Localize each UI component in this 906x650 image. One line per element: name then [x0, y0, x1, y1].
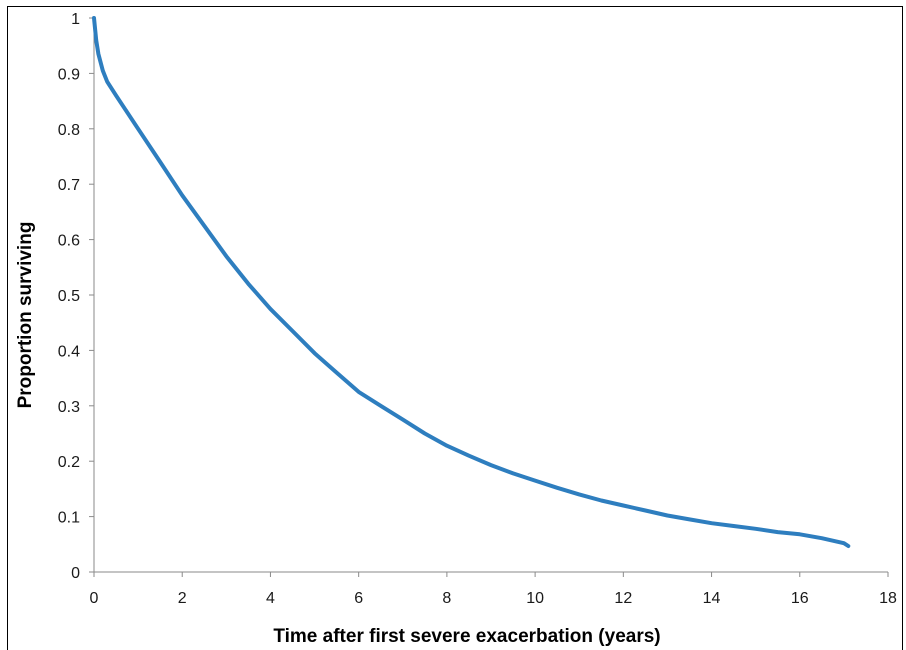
x-tick-label: 8	[442, 590, 451, 607]
axes	[93, 18, 888, 573]
y-ticks: 0 0.1 0.2 0.3 0.4 0.5 0.6 0.7 0.8 0.9 1	[58, 11, 94, 582]
y-tick-label: 0.7	[58, 177, 80, 194]
x-tick-label: 6	[354, 590, 363, 607]
y-tick-label: 0.5	[58, 288, 80, 305]
y-tick-label: 0.1	[58, 510, 80, 527]
y-tick-label: 1	[71, 11, 80, 28]
x-tick-label: 12	[614, 590, 632, 607]
y-tick-label: 0.3	[58, 399, 80, 416]
y-tick-label: 0.8	[58, 122, 80, 139]
x-tick-label: 0	[90, 590, 99, 607]
y-tick-label: 0	[71, 565, 80, 582]
x-ticks: 0 2 4 6 8 10 12 14 16 18	[90, 572, 897, 607]
y-axis-title: Proportion surviving	[15, 222, 36, 409]
x-tick-label: 16	[791, 590, 809, 607]
y-tick-label: 0.6	[58, 233, 80, 250]
x-tick-label: 4	[266, 590, 275, 607]
survival-curve	[92, 16, 851, 548]
x-axis-title: Time after first severe exacerbation (ye…	[273, 626, 660, 647]
x-tick-label: 2	[178, 590, 187, 607]
y-tick-label: 0.4	[58, 343, 80, 360]
y-tick-label: 0.9	[58, 66, 80, 83]
x-tick-label: 10	[526, 590, 544, 607]
y-tick-label: 0.2	[58, 454, 80, 471]
x-tick-label: 14	[703, 590, 721, 607]
x-tick-label: 18	[879, 590, 897, 607]
chart-frame	[7, 6, 903, 650]
